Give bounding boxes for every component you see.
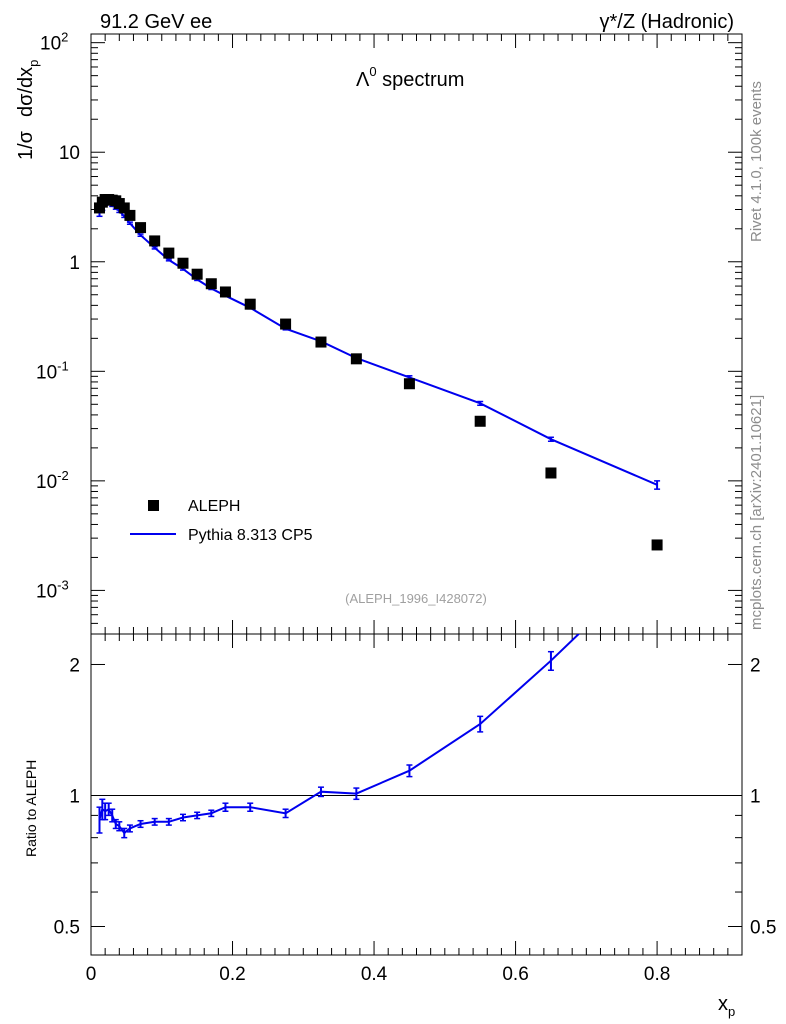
main-y-tick-label: 10-1: [36, 358, 69, 383]
tick-exponent: -2: [57, 468, 69, 483]
ratio-y-axis-label: Ratio to ALEPH: [23, 760, 39, 857]
tick-base: 10: [36, 362, 57, 383]
tick-exponent: -3: [57, 577, 69, 592]
tick-exponent: 2: [61, 30, 68, 45]
data-point: [205, 278, 217, 290]
x-tick-label: 0.8: [644, 964, 670, 985]
main-y-tick-label: 102: [40, 30, 68, 55]
y-label-deriv: dσ/dx: [15, 67, 37, 117]
ratio-frame: [90, 633, 743, 956]
data-point: [177, 257, 189, 269]
title-rest: spectrum: [377, 69, 465, 91]
ratio-y-tick-label: 2: [69, 655, 80, 676]
main-y-tick-label: 10-2: [36, 468, 69, 493]
main-y-tick-label: 10: [59, 143, 80, 164]
x-tick-label: 0.6: [502, 964, 528, 985]
tick-base: 10: [40, 34, 61, 55]
x-label-main: x: [718, 993, 728, 1015]
ratio-series-group: [96, 634, 581, 839]
data-point: [93, 202, 105, 214]
x-label-sub: p: [728, 1004, 735, 1019]
mc-series-line: [98, 201, 658, 486]
process-label: γ*/Z (Hadronic): [600, 11, 734, 33]
main-frame: [90, 33, 743, 635]
title-superscript: 0: [369, 64, 376, 79]
y-label-norm: 1/σ: [15, 130, 37, 160]
data-point: [244, 298, 256, 310]
data-point: [124, 209, 136, 221]
legend-data-label: ALEPH: [188, 498, 240, 515]
data-point: [403, 378, 415, 390]
analysis-tag: (ALEPH_1996_I428072): [345, 591, 487, 606]
x-tick-label: 0.2: [219, 964, 245, 985]
x-axis-label: xp: [718, 993, 735, 1019]
x-tick-label: 0: [86, 964, 97, 985]
ratio-panel: 0 0.2 0.4 0.6 0.8 0.5 0.5 1 1 2 2: [54, 633, 776, 985]
data-point: [651, 539, 663, 551]
ratio-y-tick-label-right: 1: [750, 786, 761, 807]
data-point: [315, 336, 327, 348]
title-symbol: Λ: [356, 69, 370, 91]
data-point: [118, 202, 130, 214]
data-point: [545, 467, 557, 479]
ratio-y-tick-label-right: 0.5: [750, 917, 776, 938]
data-point: [280, 318, 292, 330]
main-y-tick-label: 1: [69, 253, 80, 274]
data-point: [163, 247, 175, 259]
data-point: [474, 415, 486, 427]
energy-label: 91.2 GeV ee: [100, 11, 212, 33]
main-y-axis-label: 1/σ dσ/dxp: [15, 60, 41, 160]
y-label-sub: p: [26, 60, 41, 67]
data-point: [219, 286, 231, 298]
plot-title: Λ0 spectrum: [356, 64, 464, 91]
ratio-y-tick-label: 0.5: [54, 917, 80, 938]
tick-base: 10: [36, 472, 57, 493]
tick-base: 10: [36, 581, 57, 602]
data-point: [191, 268, 203, 280]
rivet-label: Rivet 4.1.0, 100k events: [748, 81, 765, 242]
data-point: [350, 353, 362, 365]
mcplots-label: mcplots.cern.ch [arXiv:2401.10621]: [748, 395, 765, 630]
main-y-tick-label: 10-3: [36, 577, 69, 602]
legend-mc-label: Pythia 8.313 CP5: [188, 527, 313, 544]
data-point: [135, 222, 147, 234]
legend-data-marker: [148, 500, 159, 511]
ratio-y-tick-label-right: 2: [750, 655, 761, 676]
x-tick-label: 0.4: [361, 964, 388, 985]
data-point: [149, 235, 161, 247]
tick-exponent: -1: [57, 358, 69, 373]
ratio-y-tick-label: 1: [69, 786, 80, 807]
